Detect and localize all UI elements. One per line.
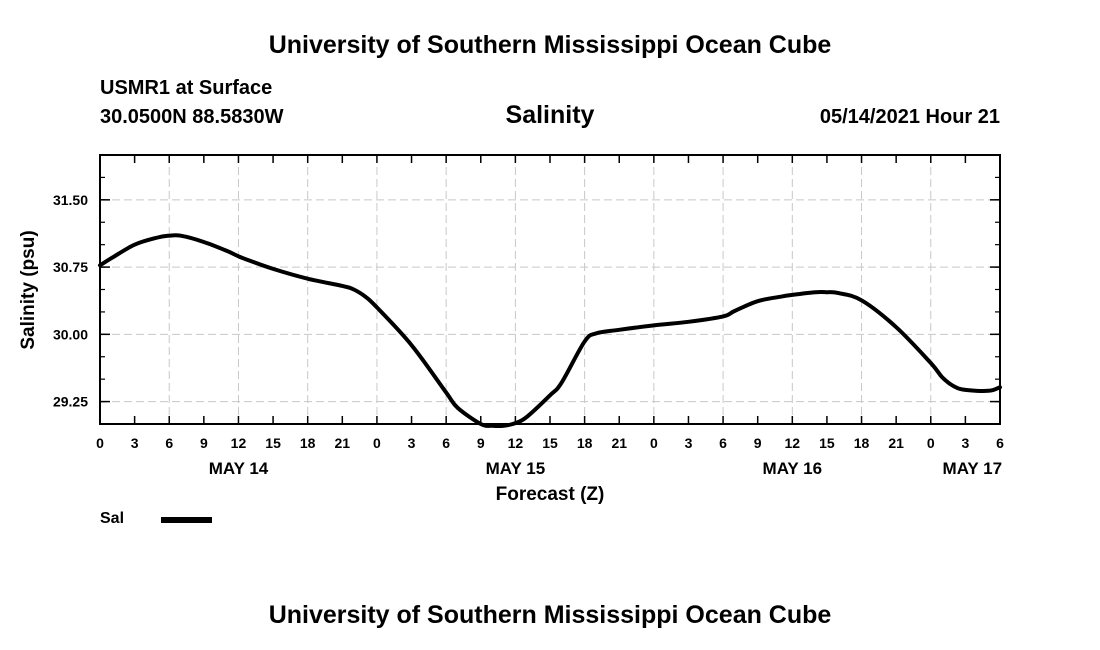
- x-tick-label: 6: [165, 435, 173, 451]
- x-tick-label: 21: [888, 435, 904, 451]
- x-tick-label: 3: [961, 435, 969, 451]
- x-tick-label: 3: [408, 435, 416, 451]
- main-title: University of Southern Mississippi Ocean…: [268, 31, 832, 59]
- day-label: MAY 17: [943, 459, 1003, 478]
- x-tick-label: 6: [719, 435, 727, 451]
- x-tick-label: 18: [854, 435, 870, 451]
- salinity-series-line: [98, 233, 1002, 429]
- x-tick-label: 9: [200, 435, 208, 451]
- station-coordinates: 30.0500N 88.5830W: [100, 106, 284, 128]
- x-tick-label: 21: [335, 435, 351, 451]
- x-tick-label: 15: [819, 435, 835, 451]
- y-axis-title: Salinity (psu): [18, 230, 39, 349]
- y-tick-label: 29.25: [53, 394, 88, 410]
- x-tick-label: 21: [611, 435, 627, 451]
- y-tick-label: 31.50: [53, 192, 88, 208]
- x-tick-label: 18: [577, 435, 593, 451]
- x-tick-label: 12: [508, 435, 524, 451]
- axis-labels: 0 3 6 9 12 15 18 21 0 3 6 9 12 15 18 21 0 3 6 9 12 15 18 21 0 3 6 2…: [53, 192, 1004, 478]
- y-tick-label: 30.00: [53, 326, 88, 342]
- x-tick-label: 9: [754, 435, 762, 451]
- x-tick-label: 6: [996, 435, 1004, 451]
- x-tick-label: 0: [650, 435, 658, 451]
- x-tick-label: 15: [542, 435, 558, 451]
- x-tick-label: 15: [265, 435, 281, 451]
- x-tick-label: 3: [685, 435, 693, 451]
- day-label: MAY 14: [209, 459, 269, 478]
- day-label: MAY 15: [486, 459, 546, 478]
- x-tick-label: 9: [477, 435, 485, 451]
- x-tick-label: 12: [231, 435, 247, 451]
- chart-title: Salinity: [505, 101, 595, 129]
- x-tick-label: 18: [300, 435, 316, 451]
- grid-lines: [100, 155, 1000, 424]
- legend-label: Sal: [100, 510, 125, 527]
- x-tick-label: 0: [96, 435, 104, 451]
- legend-swatch: [161, 517, 212, 523]
- x-tick-label: 6: [442, 435, 450, 451]
- footer-title: University of Southern Mississippi Ocean…: [268, 601, 832, 629]
- y-tick-label: 30.75: [53, 259, 88, 275]
- run-time: 05/14/2021 Hour 21: [819, 106, 1000, 128]
- x-tick-label: 12: [785, 435, 801, 451]
- station-name: USMR1 at Surface: [100, 77, 273, 99]
- day-label: MAY 16: [763, 459, 823, 478]
- x-tick-label: 0: [927, 435, 935, 451]
- axis-ticks: [99, 154, 1001, 425]
- plot-frame: [99, 154, 1001, 425]
- x-tick-label: 0: [373, 435, 381, 451]
- x-axis-title: Forecast (Z): [496, 484, 605, 505]
- x-tick-label: 3: [131, 435, 139, 451]
